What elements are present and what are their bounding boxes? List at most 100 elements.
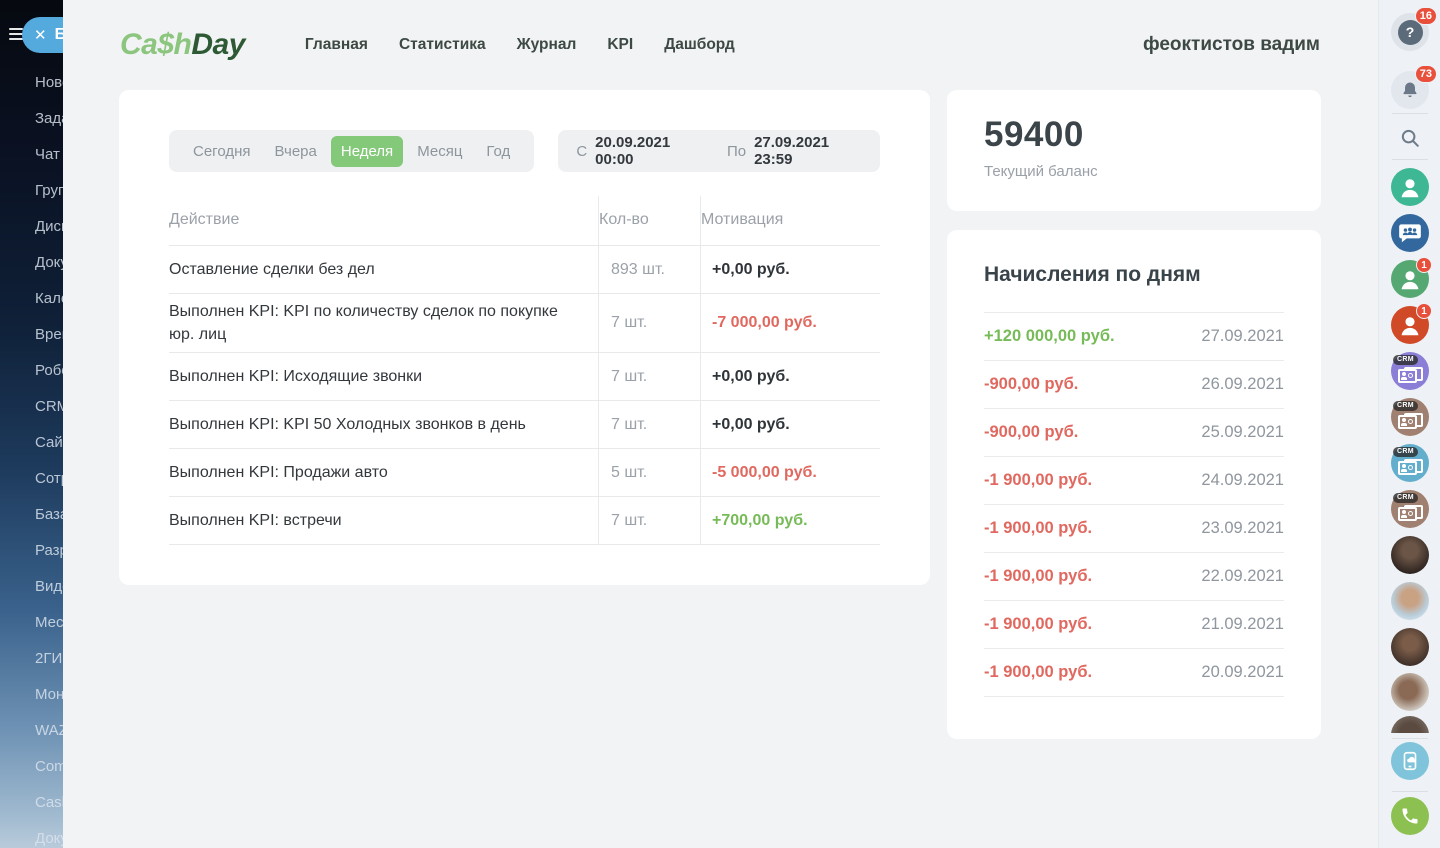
period-filter-button[interactable]: Вчера	[274, 142, 317, 160]
cell-action: Выполнен KPI: Исходящие звонки	[169, 368, 423, 386]
nav-item[interactable]: Журнал	[516, 36, 577, 53]
date-to-value[interactable]: 27.09.2021 23:59	[754, 134, 830, 168]
search-button[interactable]	[1391, 119, 1429, 157]
accrual-amount: -1 900,00 руб.	[984, 663, 1093, 681]
journal-table-header: Действие Кол-во Мотивация	[169, 196, 880, 246]
sidebar-menu-item[interactable]: CRM	[35, 397, 63, 415]
current-user-name[interactable]: феоктистов вадим	[1142, 34, 1320, 55]
sidebar-menu-item[interactable]: Виде	[35, 577, 63, 595]
accrual-amount: +120 000,00 руб.	[984, 327, 1115, 345]
cell-motivation: +700,00 руб.	[700, 497, 880, 545]
sidebar-menu-item[interactable]: Чат	[35, 145, 60, 163]
help-button[interactable]: ? 16	[1391, 7, 1437, 51]
call-button[interactable]	[1391, 797, 1429, 835]
user-photo-avatar[interactable]	[1391, 716, 1429, 733]
chat-contact-avatar[interactable]	[1391, 168, 1429, 206]
group-chat-icon	[1399, 224, 1421, 243]
cell-motivation: -5 000,00 руб.	[700, 449, 880, 497]
sidebar-menu-item[interactable]: WAZZ	[35, 721, 63, 739]
chat-contact-avatar[interactable]: 1	[1391, 257, 1432, 298]
bitrix24-logo-pill[interactable]: ✕ Би	[22, 17, 63, 53]
sidebar-menu-item[interactable]: Com	[35, 757, 63, 775]
sidebar-menu-item[interactable]: Кале	[35, 289, 63, 307]
user-photo-avatar[interactable]	[1391, 536, 1429, 574]
sidebar-menu-item[interactable]: Диск	[35, 217, 63, 235]
crm-chat-button[interactable]: CRM	[1391, 352, 1429, 390]
sidebar-menu-item[interactable]: 2ГИС	[35, 649, 63, 667]
crm-tag-label: CRM	[1393, 493, 1418, 503]
accruals-card: Начисления по дням +120 000,00 руб. 27.0…	[947, 230, 1321, 739]
date-to-label: По	[726, 142, 747, 160]
notifications-button[interactable]: 73	[1391, 65, 1437, 109]
balance-label: Текущий баланс	[984, 163, 1098, 180]
accrual-row: -1 900,00 руб. 24.09.2021	[984, 457, 1284, 505]
cell-action: Выполнен KPI: KPI по количеству сделок п…	[169, 303, 558, 344]
sidebar-menu-item[interactable]: Сотр	[35, 469, 63, 487]
table-row: Выполнен KPI: KPI по количеству сделок п…	[169, 294, 880, 354]
nav-item[interactable]: Главная	[304, 36, 368, 53]
journal-table-body: Оставление сделки без дел 893 шт. +0,00 …	[169, 246, 880, 546]
balance-card: 59400 Текущий баланс	[947, 90, 1321, 211]
balance-value: 59400	[984, 115, 1084, 154]
sidebar-menu-item[interactable]: Робо	[35, 361, 63, 379]
bitrix-right-rail: ? 16 73 1 1 CRM CRM C	[1378, 0, 1440, 848]
right-column: 59400 Текущий баланс Начисления по дням …	[947, 90, 1321, 739]
period-filter-button[interactable]: Месяц	[417, 142, 463, 160]
unread-badge: 1	[1416, 303, 1432, 319]
sidebar-menu-item[interactable]: Разр	[35, 541, 63, 559]
cashday-logo[interactable]: Ca$hDay	[120, 28, 245, 62]
accrual-row: -1 900,00 руб. 21.09.2021	[984, 601, 1284, 649]
crm-chat-button[interactable]: CRM	[1391, 444, 1429, 482]
logo-part-dark: Day	[191, 28, 245, 61]
cell-action: Выполнен KPI: встречи	[169, 512, 342, 530]
sidebar-menu-item[interactable]: Ново	[35, 73, 63, 91]
journal-table: Действие Кол-во Мотивация Оставление сде…	[169, 196, 880, 546]
crm-icon: CRM	[1391, 490, 1429, 528]
period-filter-button[interactable]: Неделя	[330, 135, 404, 167]
accrual-date: 20.09.2021	[1201, 663, 1284, 681]
accrual-row: -1 900,00 руб. 23.09.2021	[984, 505, 1284, 553]
sidebar-menu-item[interactable]: Месс	[35, 613, 63, 631]
nav-item[interactable]: KPI	[607, 36, 634, 53]
table-row: Выполнен KPI: KPI 50 Холодных звонков в …	[169, 401, 880, 450]
accrual-amount: -900,00 руб.	[984, 423, 1079, 441]
accrual-amount: -1 900,00 руб.	[984, 471, 1093, 489]
user-photo-avatar[interactable]	[1391, 673, 1429, 711]
nav-item[interactable]: Статистика	[398, 36, 486, 53]
nav-item[interactable]: Дашборд	[664, 36, 735, 53]
sidebar-menu-item[interactable]: Сайт	[35, 433, 63, 451]
rail-divider	[1392, 738, 1428, 739]
sidebar-menu-item[interactable]: Зада	[35, 109, 63, 127]
period-filter-button[interactable]: Год	[486, 142, 511, 160]
column-header-motivation: Мотивация	[700, 196, 880, 245]
hamburger-menu-icon[interactable]	[9, 28, 23, 43]
sidebar-menu-item[interactable]: Доку	[35, 829, 63, 847]
telephony-cloud-button[interactable]	[1391, 742, 1429, 780]
period-filter-button[interactable]: Сегодня	[193, 142, 251, 160]
accrual-amount: -1 900,00 руб.	[984, 567, 1093, 585]
person-icon	[1401, 271, 1419, 290]
crm-chat-button[interactable]: CRM	[1391, 490, 1429, 528]
table-row: Оставление сделки без дел 893 шт. +0,00 …	[169, 246, 880, 294]
sidebar-menu-item[interactable]: Доку	[35, 253, 63, 271]
sidebar-menu-item[interactable]: База	[35, 505, 63, 523]
crm-chat-button[interactable]: CRM	[1391, 398, 1429, 436]
sidebar-menu-item[interactable]: Врем	[35, 325, 63, 343]
journal-card: Сегодня Вчера Неделя Месяц Год С 20.09.2…	[119, 90, 930, 586]
user-photo-avatar[interactable]	[1391, 628, 1429, 666]
table-row: Выполнен KPI: Исходящие звонки 7 шт. +0,…	[169, 353, 880, 402]
crm-tag-label: CRM	[1393, 355, 1418, 365]
main-area: Ca$hDay Главная Статистика Журнал KPI Да…	[63, 0, 1378, 848]
close-icon[interactable]: ✕	[34, 27, 47, 44]
sidebar-menu-item[interactable]: Мони	[35, 685, 63, 703]
cell-action: Оставление сделки без дел	[169, 260, 375, 278]
accrual-row: -1 900,00 руб. 22.09.2021	[984, 553, 1284, 601]
date-range-filter[interactable]: С 20.09.2021 00:00 По 27.09.2021 23:59	[558, 130, 880, 172]
sidebar-menu: Ново Зада Чат Груп Диск Доку Кале Врем Р…	[0, 64, 63, 848]
sidebar-menu-item[interactable]: Груп	[35, 181, 63, 199]
chat-contact-avatar[interactable]: 1	[1391, 303, 1432, 344]
sidebar-menu-item[interactable]: Cash	[35, 793, 63, 811]
group-chat-button[interactable]	[1391, 214, 1429, 252]
user-photo-avatar[interactable]	[1391, 582, 1429, 620]
date-from-value[interactable]: 20.09.2021 00:00	[595, 134, 671, 168]
